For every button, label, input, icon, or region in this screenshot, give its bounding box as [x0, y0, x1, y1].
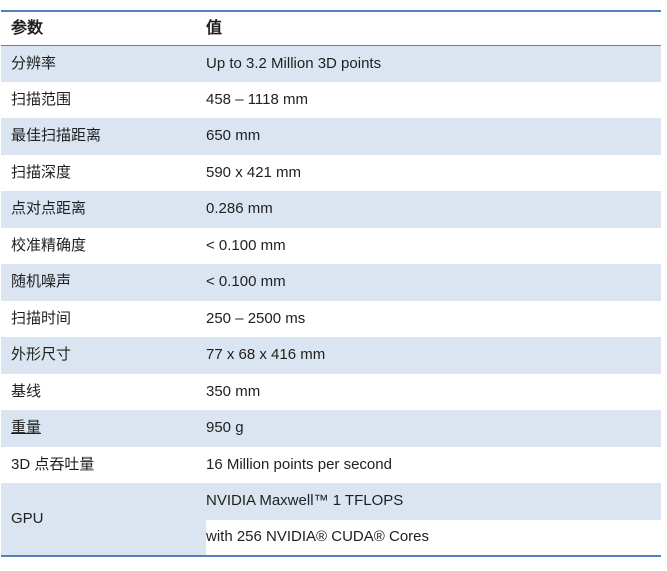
value-cell: 650 mm: [206, 118, 661, 155]
value-cell: 350 mm: [206, 373, 661, 410]
table-row: 分辨率 Up to 3.2 Million 3D points: [1, 45, 661, 82]
value-header: 值: [206, 11, 661, 45]
value-cell: < 0.100 mm: [206, 264, 661, 301]
table-row: 随机噪声 < 0.100 mm: [1, 264, 661, 301]
param-cell-underlined: 重量: [1, 410, 206, 447]
param-cell: 扫描深度: [1, 154, 206, 191]
table-row: 外形尺寸 77 x 68 x 416 mm: [1, 337, 661, 374]
param-cell: 随机噪声: [1, 264, 206, 301]
table-row: GPU NVIDIA Maxwell™ 1 TFLOPS: [1, 483, 661, 556]
param-cell: 校准精确度: [1, 227, 206, 264]
value-cell: 458 – 1118 mm: [206, 81, 661, 118]
value-cell: NVIDIA Maxwell™ 1 TFLOPS: [206, 483, 661, 520]
table-row: 扫描范围 458 – 1118 mm: [1, 81, 661, 118]
param-cell: 最佳扫描距离: [1, 118, 206, 155]
value-cell: 77 x 68 x 416 mm: [206, 337, 661, 374]
param-cell: 扫描范围: [1, 81, 206, 118]
table-row: 扫描深度 590 x 421 mm: [1, 154, 661, 191]
param-cell: 点对点距离: [1, 191, 206, 228]
table-row: 点对点距离 0.286 mm: [1, 191, 661, 228]
table-row: 最佳扫描距离 650 mm: [1, 118, 661, 155]
spec-table: 参数 值 分辨率 Up to 3.2 Million 3D points 扫描范…: [1, 10, 661, 557]
value-cell: < 0.100 mm: [206, 227, 661, 264]
table-row: 扫描时间 250 – 2500 ms: [1, 300, 661, 337]
param-cell: 分辨率: [1, 45, 206, 82]
param-cell: 基线: [1, 373, 206, 410]
table-row: 校准精确度 < 0.100 mm: [1, 227, 661, 264]
value-cell: 590 x 421 mm: [206, 154, 661, 191]
header-row: 参数 值: [1, 11, 661, 45]
table-row: with 256 NVIDIA® CUDA® Cores: [1, 519, 661, 556]
table-row: 3D 点吞吐量 16 Million points per second: [1, 446, 661, 483]
table-row: 重量 950 g: [1, 410, 661, 447]
table-row: 基线 350 mm: [1, 373, 661, 410]
param-cell: 扫描时间: [1, 300, 206, 337]
value-cell: Up to 3.2 Million 3D points: [206, 45, 661, 82]
value-cell: 950 g: [206, 410, 661, 447]
param-cell: 外形尺寸: [1, 337, 206, 374]
param-header: 参数: [1, 11, 206, 45]
value-cell: 0.286 mm: [206, 191, 661, 228]
value-cell: 16 Million points per second: [206, 446, 661, 483]
value-cell: 250 – 2500 ms: [206, 300, 661, 337]
param-cell: 3D 点吞吐量: [1, 446, 206, 483]
param-cell: GPU: [1, 483, 206, 556]
value-cell: with 256 NVIDIA® CUDA® Cores: [206, 519, 661, 556]
